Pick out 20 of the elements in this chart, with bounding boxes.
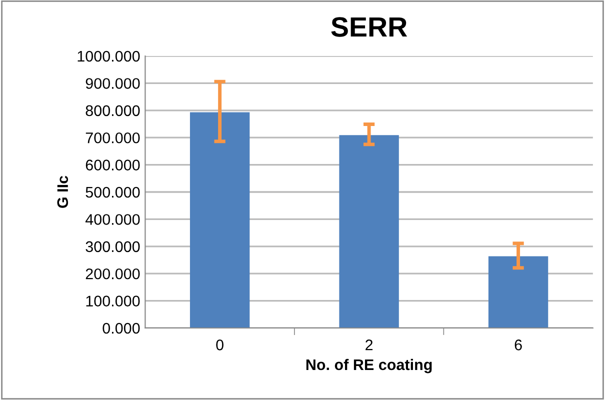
y-tick-label: 700.000 <box>86 132 140 144</box>
y-tick-label: 0.000 <box>102 322 140 334</box>
x-tick-label: 2 <box>366 340 373 350</box>
y-tick-label: 600.000 <box>86 160 140 170</box>
bar <box>488 256 548 328</box>
bar <box>190 112 250 328</box>
y-tick-label: 1000.000 <box>78 50 140 62</box>
y-axis-title: G IIc <box>57 176 68 208</box>
chart-title: SERR <box>331 17 408 37</box>
y-tick-label: 300.000 <box>86 241 140 252</box>
y-tick-label: 100.000 <box>86 296 140 306</box>
bar <box>339 135 399 328</box>
y-tick-label: 500.000 <box>86 186 140 198</box>
x-axis-title: No. of RE coating <box>306 358 432 374</box>
y-tick-label: 900.000 <box>86 78 140 89</box>
x-tick-label: 0 <box>216 340 224 350</box>
y-tick-label: 200.000 <box>86 268 140 280</box>
x-tick-label: 6 <box>514 340 522 350</box>
y-tick-label: 400.000 <box>85 214 140 225</box>
y-tick-label: 800.000 <box>86 105 140 116</box>
